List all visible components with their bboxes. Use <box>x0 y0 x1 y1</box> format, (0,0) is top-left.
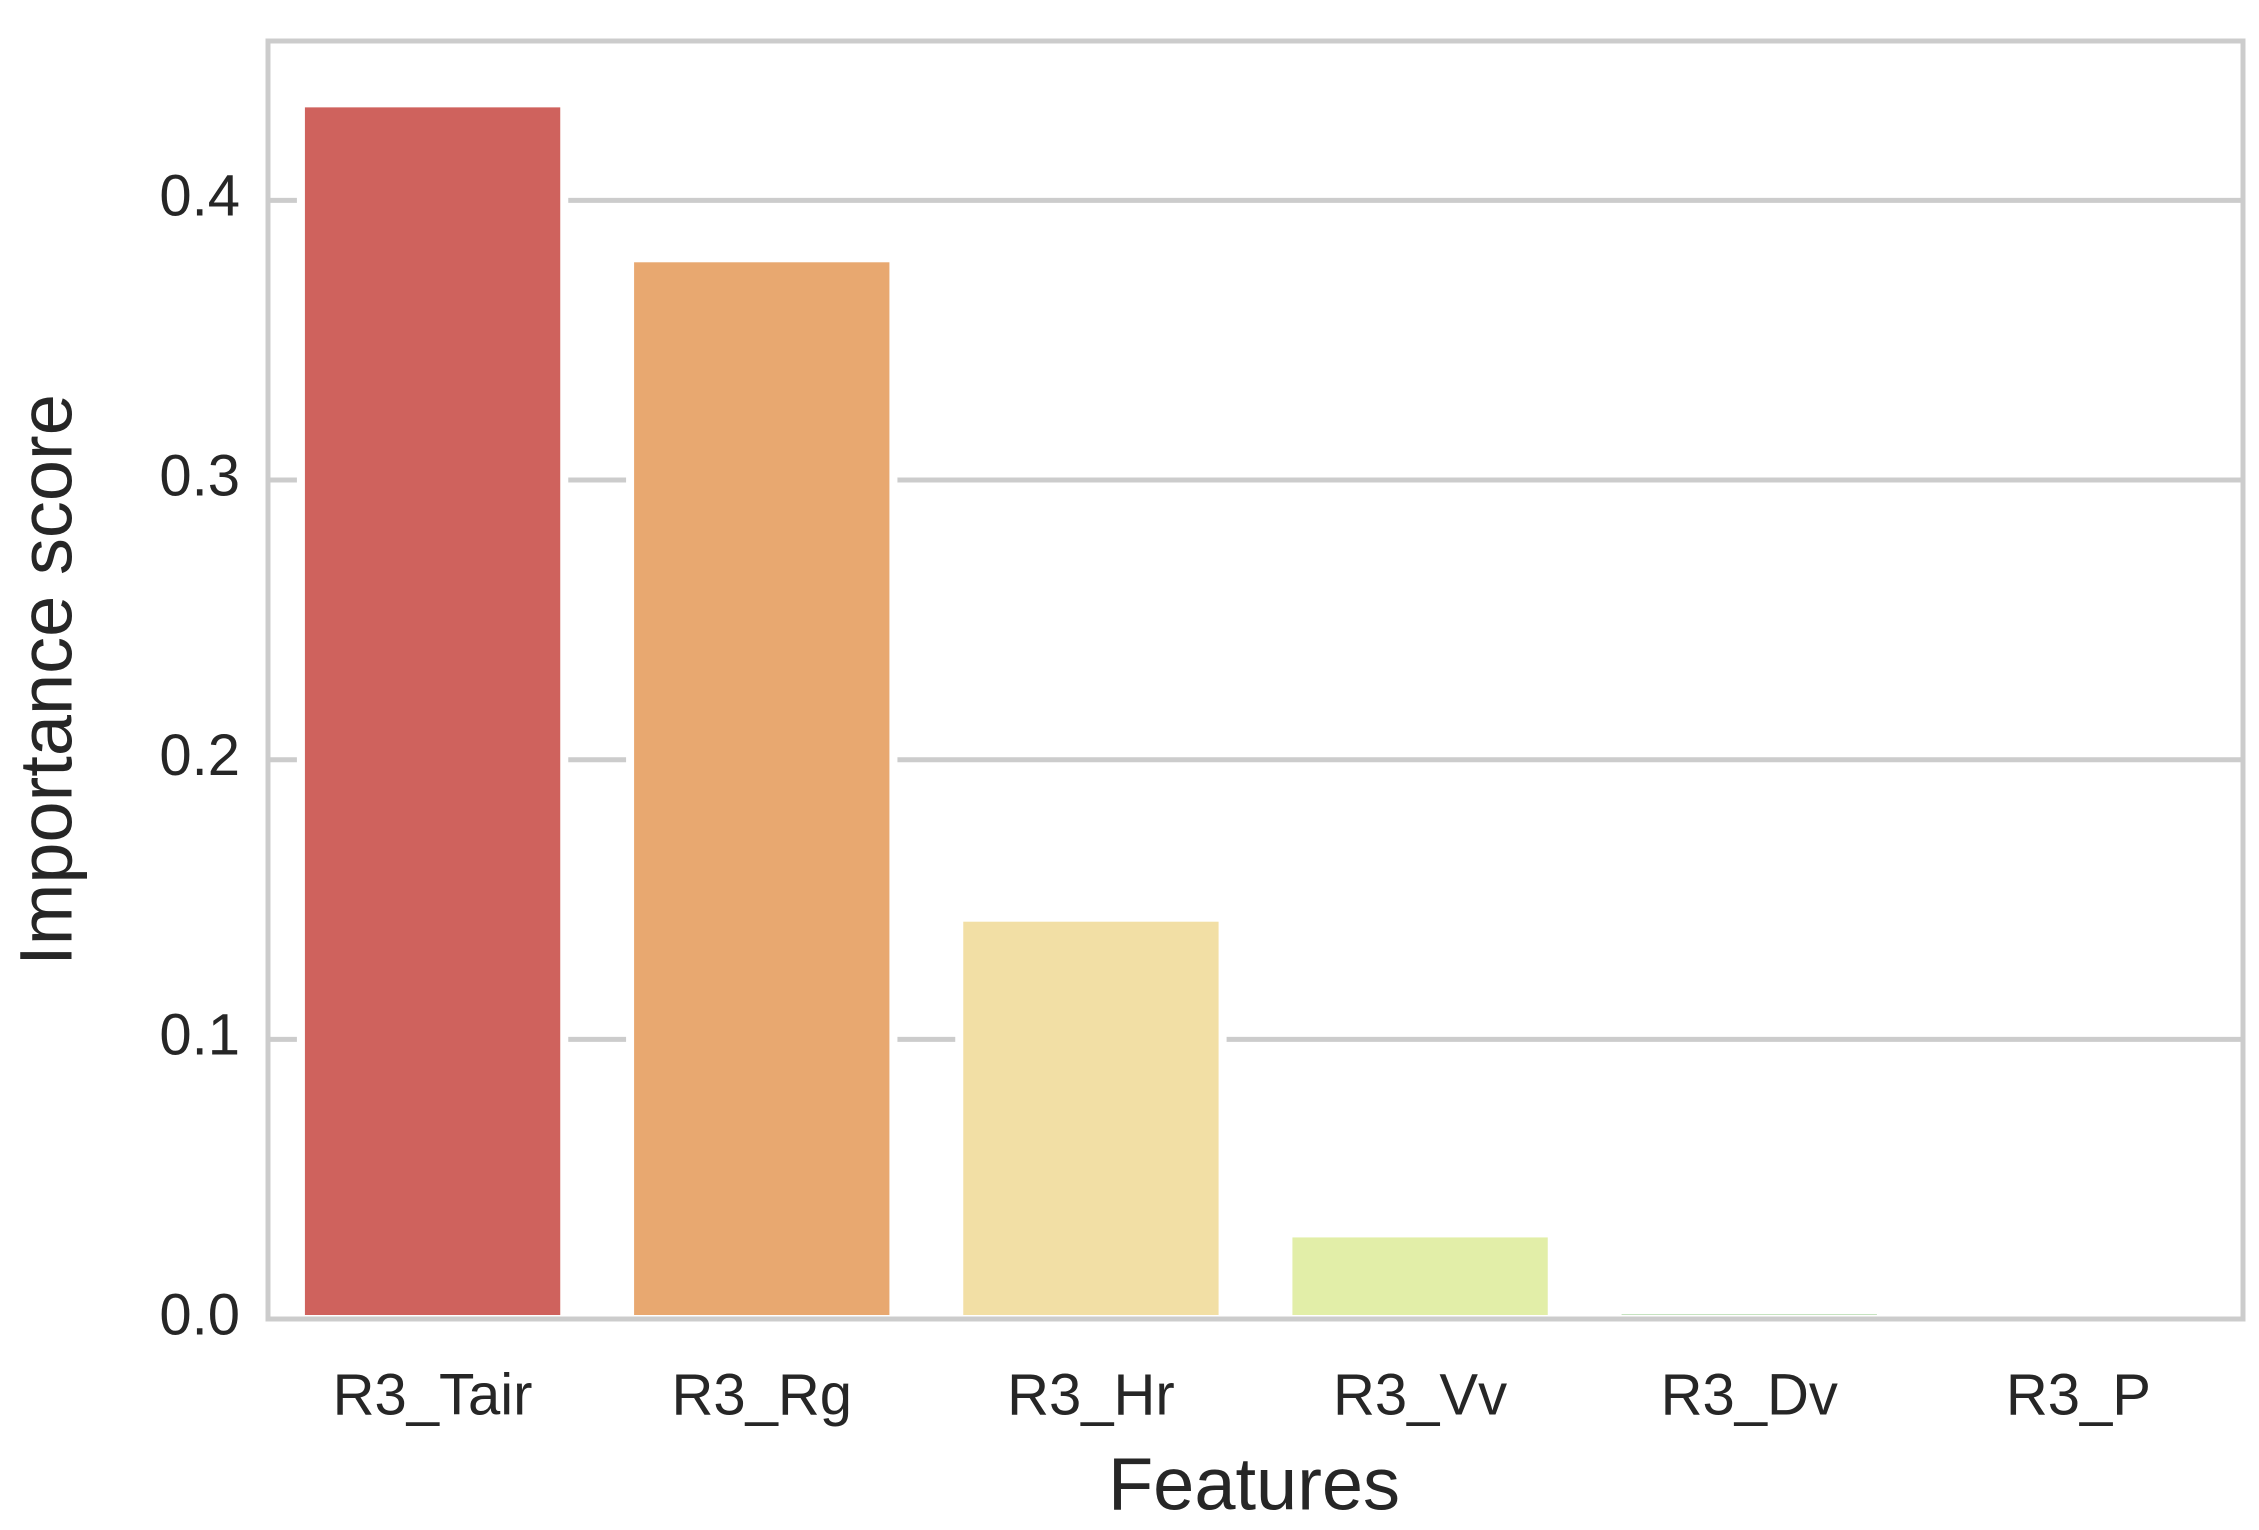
x-axis-label: Features <box>1108 1443 1400 1526</box>
x-tick-label: R3_P <box>2006 1362 2151 1427</box>
bar <box>296 99 569 1323</box>
y-tick-label: 0.4 <box>159 164 240 229</box>
bar <box>626 254 898 1323</box>
y-tick-label: 0.3 <box>159 443 240 508</box>
y-tick-label: 0.2 <box>159 723 240 788</box>
x-tick-label: R3_Tair <box>333 1362 533 1427</box>
x-tick-label: R3_Rg <box>671 1362 852 1427</box>
y-tick-label: 0.1 <box>159 1003 240 1068</box>
bar <box>1284 1229 1556 1323</box>
plot-frame <box>265 38 2246 1322</box>
bar <box>955 913 1227 1323</box>
x-tick-label: R3_Hr <box>1007 1362 1175 1427</box>
y-axis-label: Importance score <box>5 394 88 966</box>
x-tick-label: R3_Vv <box>1333 1362 1507 1427</box>
y-tick-label: 0.0 <box>159 1282 240 1347</box>
x-tick-label: R3_Dv <box>1661 1362 1838 1427</box>
